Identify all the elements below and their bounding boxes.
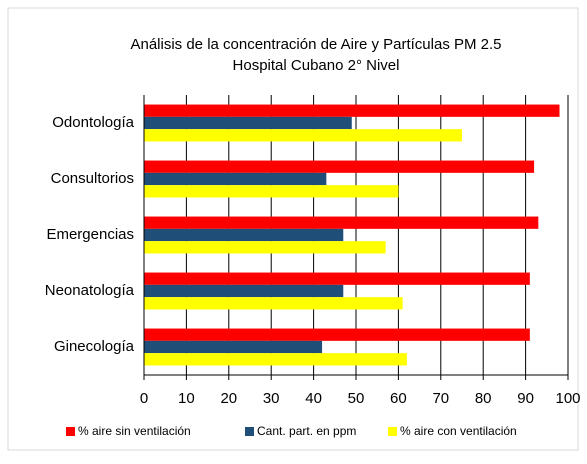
x-tick-label: 80 (475, 390, 492, 407)
bar (144, 340, 323, 354)
y-tick-label: Emergencias (46, 226, 134, 243)
x-tick-label: 70 (432, 390, 449, 407)
chart-title: Análisis de la concentración de Aire y P… (130, 36, 501, 53)
x-tick-label: 10 (178, 390, 195, 407)
bar (144, 129, 462, 142)
x-tick-label: 90 (517, 390, 534, 407)
bar (144, 297, 403, 310)
x-tick-label: 100 (555, 390, 580, 407)
bar (144, 160, 535, 173)
x-tick-label: 20 (220, 390, 237, 407)
chart-subtitle: Hospital Cubano 2° Nivel (233, 57, 400, 74)
x-tick-label: 40 (305, 390, 322, 407)
bar (144, 241, 386, 254)
bar (144, 272, 530, 285)
y-tick-label: Odontología (52, 114, 134, 131)
bar (144, 116, 352, 130)
legend-label: % aire con ventilación (400, 424, 517, 438)
x-tick-label: 0 (140, 390, 148, 407)
legend-label: % aire sin ventilación (78, 424, 191, 438)
bar (144, 216, 539, 229)
bar (144, 353, 407, 366)
bar (144, 185, 399, 198)
x-tick-label: 30 (263, 390, 280, 407)
y-tick-label: Neonatología (45, 282, 135, 299)
bar (144, 228, 344, 242)
bar (144, 172, 327, 186)
bar (144, 328, 530, 341)
y-tick-label: Ginecología (54, 338, 135, 355)
legend-swatch (245, 427, 254, 436)
legend-swatch (66, 427, 75, 436)
bar (144, 104, 560, 117)
legend-label: Cant. part. en ppm (257, 424, 356, 438)
y-tick-label: Consultorios (51, 170, 134, 187)
x-tick-label: 50 (348, 390, 365, 407)
legend-swatch (388, 427, 397, 436)
bar (144, 284, 344, 298)
x-tick-label: 60 (390, 390, 407, 407)
